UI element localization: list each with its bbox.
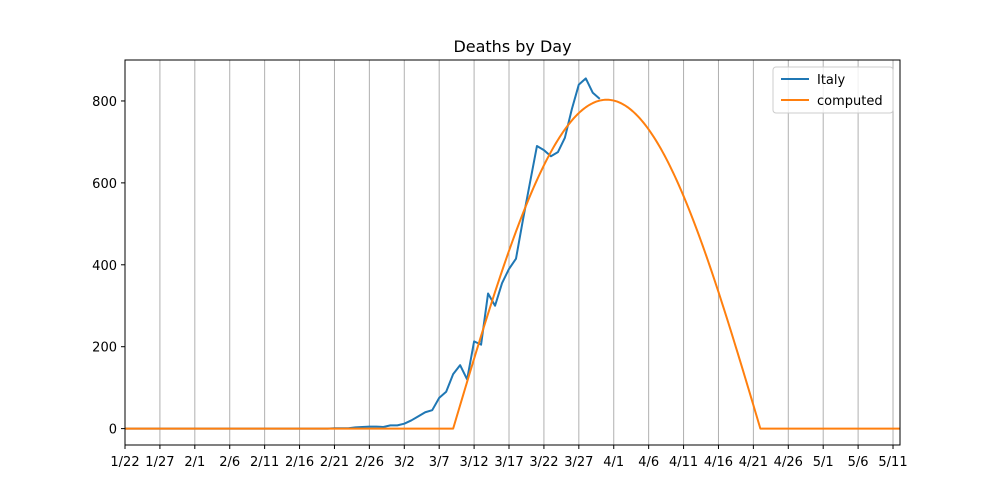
x-tick-label: 3/2 [394,455,415,470]
x-tick-label: 2/21 [320,455,349,470]
legend: Italy computed [772,66,894,114]
series-line-computed [125,98,900,430]
y-tick-label: 800 [92,95,117,110]
x-tick-label: 2/1 [184,455,205,470]
x-tick-label: 4/21 [739,455,768,470]
x-tick-label: 4/1 [603,455,624,470]
plot-area-frame [124,59,901,446]
x-tick-label: 3/27 [564,455,593,470]
x-axis: 1/22 1/27 2/1 2/6 2/11 2/16 2/21 2/26 3/2 3/7 3/12… [110,445,908,470]
x-tick-label: 4/11 [669,455,698,470]
x-tick-label: 2/11 [250,455,279,470]
legend-label: computed [817,94,883,109]
y-axis: 0 200 400 600 800 [92,95,125,438]
x-tick-label: 4/6 [638,455,659,470]
grid-lines [124,60,894,445]
y-tick-label: 400 [92,259,117,274]
y-tick-label: 600 [92,177,117,192]
x-tick-label: 3/22 [529,455,558,470]
x-tick-label: 5/6 [848,455,869,470]
y-tick-label: 0 [109,423,117,438]
series-layer [125,77,900,430]
y-tick-label: 200 [92,341,117,356]
x-tick-label: 4/16 [704,455,733,470]
legend-label: Italy [817,73,846,88]
x-tick-label: 5/11 [878,455,907,470]
x-tick-label: 1/22 [110,455,139,470]
x-tick-label: 5/1 [813,455,834,470]
x-tick-label: 2/6 [219,455,240,470]
x-tick-label: 3/12 [459,455,488,470]
x-tick-label: 2/16 [285,455,314,470]
x-tick-label: 4/26 [774,455,803,470]
x-tick-label: 3/7 [429,455,450,470]
x-tick-label: 3/17 [494,455,523,470]
x-tick-label: 1/27 [145,455,174,470]
x-tick-label: 2/26 [355,455,384,470]
chart-title: Deaths by Day [453,37,571,56]
